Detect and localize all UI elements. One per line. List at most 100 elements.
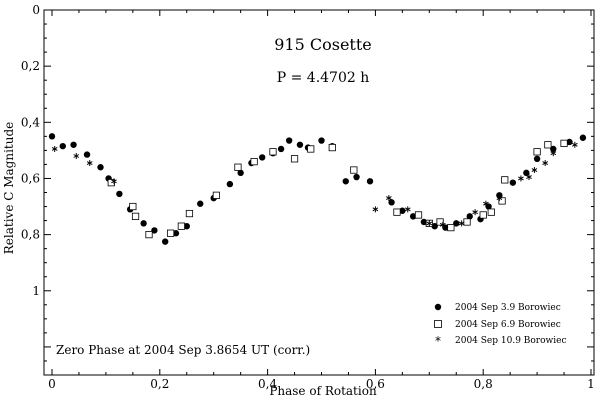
point-sep10 bbox=[518, 175, 524, 182]
point-sep10 bbox=[458, 220, 465, 227]
point-sep3 bbox=[116, 190, 123, 198]
point-sep3 bbox=[151, 227, 158, 234]
point-sep6 bbox=[498, 197, 506, 205]
point-sep6 bbox=[129, 202, 137, 211]
point-sep3 bbox=[579, 134, 587, 141]
point-sep3 bbox=[70, 141, 77, 148]
point-sep3 bbox=[342, 178, 349, 185]
y-tick-label: 0,8 bbox=[21, 228, 40, 242]
data-points bbox=[48, 133, 587, 245]
point-sep6 bbox=[463, 218, 471, 226]
point-sep10 bbox=[439, 221, 446, 228]
point-sep3 bbox=[285, 137, 293, 144]
point-sep3 bbox=[366, 178, 374, 185]
point-sep3 bbox=[83, 151, 91, 158]
point-sep3 bbox=[388, 199, 395, 206]
x-tick-label: 0,6 bbox=[366, 377, 385, 391]
point-sep6 bbox=[533, 148, 541, 156]
point-sep6 bbox=[145, 231, 153, 239]
x-tick-label: 0,8 bbox=[474, 377, 493, 391]
legend-marker-asterisk: * bbox=[435, 334, 441, 348]
point-sep3 bbox=[420, 218, 428, 226]
point-sep3 bbox=[453, 220, 460, 227]
point-sep6 bbox=[479, 211, 487, 219]
point-sep6 bbox=[560, 139, 568, 147]
point-sep3 bbox=[318, 137, 325, 144]
point-sep6 bbox=[447, 223, 455, 232]
zero-phase-annotation: Zero Phase at 2004 Sep 3.8654 UT (corr.) bbox=[56, 343, 310, 357]
point-sep10 bbox=[404, 206, 411, 213]
point-sep6 bbox=[269, 148, 277, 156]
point-sep10 bbox=[526, 174, 532, 181]
chart-title: 915 Cosette bbox=[274, 35, 372, 54]
point-sep6 bbox=[250, 158, 258, 166]
point-sep3 bbox=[523, 169, 530, 177]
legend: 2004 Sep 3.9 Borowiec 2004 Sep 6.9 Borow… bbox=[434, 303, 566, 348]
axis-ticks bbox=[44, 9, 594, 376]
point-sep6 bbox=[107, 179, 115, 187]
point-sep6 bbox=[393, 208, 401, 216]
point-sep3 bbox=[466, 213, 473, 220]
point-sep10 bbox=[472, 209, 478, 216]
point-sep6 bbox=[185, 209, 194, 218]
point-sep3 bbox=[161, 238, 169, 245]
point-sep3 bbox=[183, 222, 190, 230]
point-sep3 bbox=[431, 222, 438, 230]
y-tick-labels: 0 0,2 0,4 0,6 0,8 1 bbox=[21, 3, 40, 298]
point-sep3 bbox=[509, 179, 517, 186]
point-sep6 bbox=[350, 166, 358, 174]
y-tick-label: 0,2 bbox=[21, 59, 40, 73]
point-sep10 bbox=[51, 145, 58, 152]
point-sep3 bbox=[409, 213, 417, 220]
point-sep10 bbox=[426, 220, 433, 227]
point-sep3 bbox=[226, 180, 234, 188]
legend-label-3: 2004 Sep 10.9 Borowiec bbox=[455, 336, 566, 346]
point-sep6 bbox=[307, 145, 315, 153]
point-sep3 bbox=[140, 220, 147, 227]
x-tick-labels: 0 0,2 0,4 0,6 0,8 1 bbox=[48, 377, 595, 391]
legend-marker-square bbox=[434, 320, 442, 328]
point-sep6 bbox=[414, 211, 423, 219]
point-sep10 bbox=[496, 195, 503, 202]
point-sep6 bbox=[436, 218, 444, 226]
x-tick-label: 0,4 bbox=[258, 377, 277, 391]
point-sep10 bbox=[73, 153, 80, 159]
x-tick-label: 0 bbox=[48, 377, 56, 391]
point-sep3 bbox=[97, 164, 104, 171]
point-sep6 bbox=[234, 163, 242, 171]
point-sep3 bbox=[399, 207, 406, 214]
point-sep10 bbox=[531, 167, 538, 174]
point-sep3 bbox=[197, 200, 204, 207]
point-sep3 bbox=[566, 138, 573, 146]
point-sep10 bbox=[542, 160, 549, 167]
period-label: P = 4.4702 h bbox=[277, 70, 370, 86]
point-sep3 bbox=[259, 154, 266, 161]
point-sep3 bbox=[550, 145, 557, 153]
point-sep6 bbox=[487, 208, 495, 216]
point-sep10 bbox=[550, 150, 557, 157]
point-sep10 bbox=[86, 160, 93, 167]
legend-label-1: 2004 Sep 3.9 Borowiec bbox=[455, 303, 561, 313]
point-sep3 bbox=[277, 145, 285, 153]
point-sep6 bbox=[212, 191, 220, 199]
point-sep10 bbox=[111, 178, 117, 185]
point-sep10 bbox=[571, 141, 578, 148]
point-sep10 bbox=[386, 195, 392, 202]
point-sep10 bbox=[372, 206, 379, 213]
x-tick-label: 1 bbox=[587, 377, 595, 391]
point-sep10 bbox=[483, 200, 489, 207]
legend-marker-circle bbox=[434, 303, 442, 311]
point-sep3 bbox=[353, 173, 360, 181]
point-sep6 bbox=[328, 143, 336, 152]
point-sep3 bbox=[296, 141, 304, 148]
point-sep6 bbox=[544, 141, 552, 149]
x-axis-title: Phase of Rotation bbox=[269, 384, 377, 398]
x-tick-label: 0,2 bbox=[150, 377, 169, 391]
point-sep3 bbox=[48, 133, 56, 140]
point-sep6 bbox=[166, 229, 175, 237]
point-sep6 bbox=[501, 176, 509, 184]
point-sep3 bbox=[533, 155, 541, 163]
y-tick-label: 1 bbox=[32, 284, 40, 298]
y-tick-label: 0,6 bbox=[21, 171, 40, 185]
